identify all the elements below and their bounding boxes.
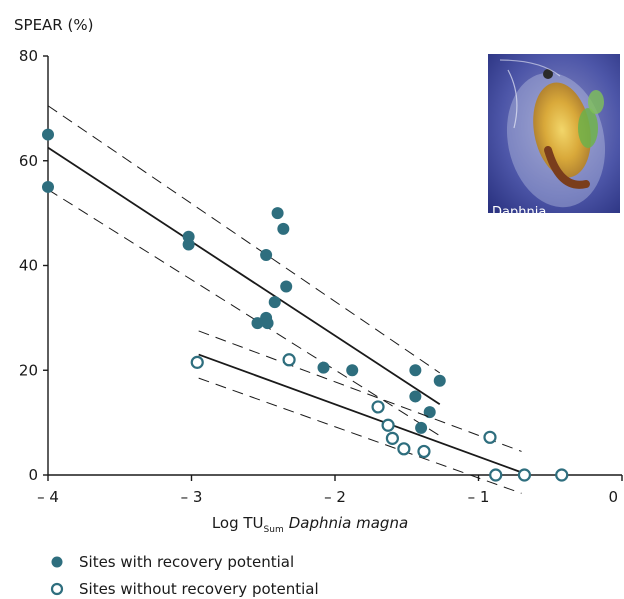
data-point-1-4 (385, 431, 399, 445)
data-point-1-1 (282, 353, 296, 367)
data-point-0-17 (415, 421, 428, 434)
y-ticks: 0 20 40 60 80 (19, 47, 48, 484)
legend: Sites with recovery potential Sites with… (50, 553, 319, 598)
data-point-1-5 (397, 442, 411, 456)
data-point-1-3 (381, 418, 395, 432)
data-point-0-0 (42, 128, 54, 141)
y-tick-label-0: 0 (28, 466, 38, 484)
data-point-0-11 (251, 317, 264, 330)
series-layer (42, 105, 569, 494)
x-tick-label-3: – 1 (468, 488, 490, 506)
legend-label-no-recovery: Sites without recovery potential (79, 580, 319, 598)
ci-lower-line-0 (47, 189, 441, 437)
data-point-0-8 (268, 296, 281, 309)
legend-marker-filled (51, 556, 63, 568)
y-tick-label-80: 80 (19, 47, 38, 65)
x-axis-title: Log TUSum Daphnia magna (212, 514, 408, 535)
data-point-0-14 (409, 364, 422, 377)
x-tick-label-1: – 3 (181, 488, 203, 506)
x-axis-title-main: Log TU (212, 514, 264, 532)
daphnia-photo-inset: Daphnia (488, 54, 620, 220)
data-point-0-3 (182, 238, 195, 251)
series-1 (190, 330, 569, 494)
inset-caption: Daphnia (492, 205, 546, 220)
x-tick-label-2: – 2 (324, 488, 346, 506)
y-tick-label-20: 20 (19, 361, 38, 379)
data-point-1-2 (371, 400, 385, 414)
y-axis-title: SPEAR (%) (14, 16, 93, 34)
fit-line-1 (198, 353, 522, 474)
ci-upper-line-1 (198, 330, 522, 452)
data-point-1-10 (555, 468, 569, 482)
ci-lower-line-1 (198, 377, 522, 494)
legend-item-recovery: Sites with recovery potential (51, 553, 294, 571)
data-point-0-13 (346, 364, 359, 377)
x-axis-title-subscript: Sum (264, 525, 284, 535)
data-point-1-7 (483, 430, 497, 444)
data-point-0-10 (261, 317, 274, 330)
series-0 (42, 105, 446, 437)
data-point-1-6 (417, 444, 431, 459)
ci-upper-line-0 (47, 105, 441, 374)
x-tick-label-0: – 4 (37, 488, 59, 506)
data-point-1-0 (190, 355, 204, 369)
data-point-0-16 (423, 406, 436, 419)
legend-label-recovery: Sites with recovery potential (79, 553, 294, 571)
data-point-0-12 (317, 361, 330, 374)
x-ticks: – 4 – 3 – 2 – 1 0 (37, 475, 623, 506)
data-point-0-1 (42, 180, 54, 193)
data-point-0-5 (271, 207, 284, 220)
data-point-0-6 (277, 222, 290, 235)
data-point-1-8 (489, 468, 503, 482)
data-point-0-7 (280, 280, 293, 293)
x-axis-title-species: Daphnia magna (289, 514, 408, 532)
fit-line-0 (47, 146, 441, 406)
data-point-0-15 (409, 390, 422, 403)
legend-marker-open (50, 582, 64, 596)
y-tick-label-60: 60 (19, 152, 38, 170)
y-tick-label-40: 40 (19, 257, 38, 275)
x-tick-label-4: 0 (608, 488, 618, 506)
legend-item-no-recovery: Sites without recovery potential (50, 580, 319, 598)
data-point-1-9 (517, 468, 532, 482)
data-point-0-4 (260, 249, 273, 262)
data-point-0-18 (433, 374, 446, 387)
